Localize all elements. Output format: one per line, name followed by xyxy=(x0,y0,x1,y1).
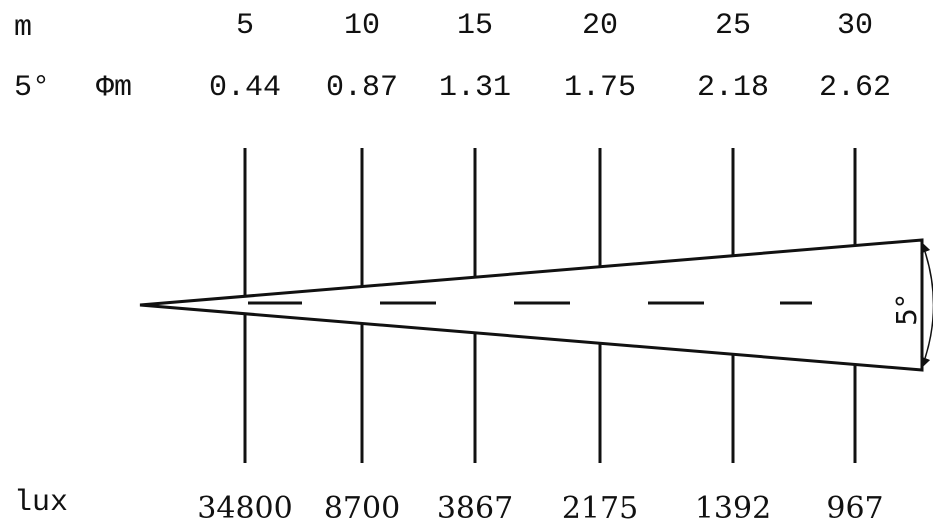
angle-arc xyxy=(920,242,933,368)
distance: 25 xyxy=(715,9,751,43)
columns: 5 0.44 34800 10 0.87 8700 15 1.31 3867 20 1.75 2175… xyxy=(197,9,891,526)
lux-value: 3867 xyxy=(437,491,513,526)
beam-angle-label: 5° xyxy=(890,294,923,326)
beam-cone xyxy=(139,238,924,372)
lux-value: 2175 xyxy=(562,491,638,526)
distance: 20 xyxy=(582,9,618,43)
lux-value: 8700 xyxy=(324,491,400,526)
diameter: 1.75 xyxy=(564,71,636,105)
row-label: m xyxy=(14,11,32,45)
lux-value: 967 xyxy=(826,491,883,526)
diameter: 2.18 xyxy=(697,71,769,105)
diameter: 0.44 xyxy=(209,71,281,105)
lux-value: 34800 xyxy=(197,491,292,526)
diameter: 0.87 xyxy=(326,71,398,105)
distance: 30 xyxy=(837,9,873,43)
diameter: 2.62 xyxy=(819,71,891,105)
distance: 10 xyxy=(344,9,380,43)
distance: 5 xyxy=(236,9,254,43)
distance: 15 xyxy=(457,9,493,43)
lux-value: 1392 xyxy=(695,491,771,526)
diameter: 1.31 xyxy=(439,71,511,105)
row-label: lux xyxy=(14,486,68,520)
row-label: Φm xyxy=(96,71,132,105)
row-label: 5° xyxy=(14,71,50,105)
